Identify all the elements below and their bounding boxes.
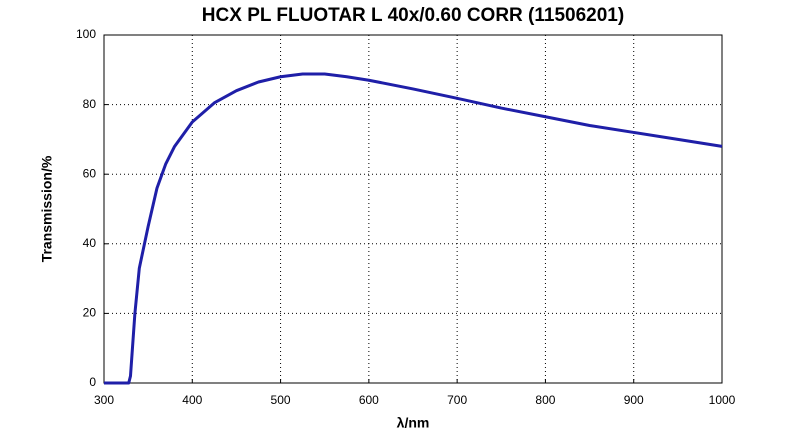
y-tick-label: 60 (83, 166, 97, 180)
plot-frame (103, 34, 723, 384)
y-tick-label: 80 (83, 97, 97, 111)
data-line (104, 72, 723, 385)
chart-title: HCX PL FLUOTAR L 40x/0.60 CORR (11506201… (202, 5, 624, 26)
x-axis-label: λ/nm (397, 415, 430, 431)
y-tick-label: 40 (83, 236, 97, 250)
x-tick-label: 800 (535, 393, 555, 407)
y-tick-label: 100 (76, 27, 96, 41)
x-tick-label: 1000 (709, 393, 736, 407)
x-tick-label: 700 (447, 393, 467, 407)
y-tick-label: 20 (83, 306, 97, 320)
x-tick-label: 600 (359, 393, 379, 407)
x-tick-label: 400 (182, 393, 202, 407)
y-tick-label: 0 (89, 375, 96, 389)
x-tick-label: 300 (94, 393, 114, 407)
y-axis-label: Transmission/% (39, 155, 55, 262)
x-tick-label: 900 (624, 393, 644, 407)
x-tick-label: 500 (271, 393, 291, 407)
